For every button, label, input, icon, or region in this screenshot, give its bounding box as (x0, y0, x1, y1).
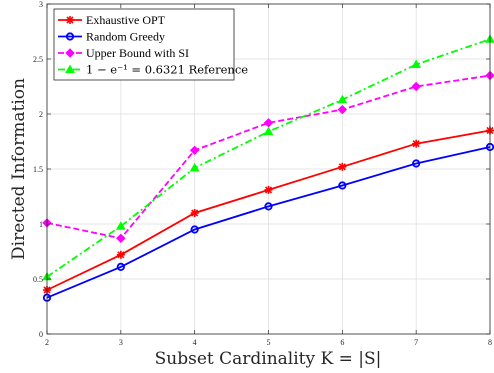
series-1-e-0-6321-reference (42, 34, 494, 281)
x-axis-label: Subset Cardinality K = |S| (155, 349, 382, 369)
data-point-random-greedy (190, 225, 199, 234)
asterisk-stroke (117, 251, 125, 259)
data-point-upper-bound-with-si (411, 81, 421, 92)
data-point-random-greedy (264, 202, 273, 211)
asterisk-stroke (338, 163, 346, 171)
tick-marks (46, 3, 491, 335)
legend-label-upper-bound-with-si: Upper Bound with SI (86, 46, 189, 60)
legend-marker-exhaustive-opt (66, 16, 74, 24)
legend: Exhaustive OPT Random Greedy Upper Bound w… (53, 8, 248, 81)
legend-marker-1-e-0-6321-reference (65, 64, 75, 73)
y-tick-label: 3 (39, 0, 43, 9)
x-tick-labels: 2 3 4 5 6 7 8 (45, 338, 492, 347)
legend-item-exhaustive-opt: Exhaustive OPT (58, 13, 166, 27)
legend-item-random-greedy: Random Greedy (58, 30, 165, 44)
legend-label-exhaustive-opt: Exhaustive OPT (86, 13, 166, 27)
legend-marker-random-greedy (65, 32, 75, 41)
legend-box (53, 8, 235, 81)
legend-label-random-greedy: Random Greedy (86, 30, 165, 44)
x-tick-label: 3 (119, 338, 123, 347)
x-tick-label: 5 (267, 338, 271, 347)
series-upper-bound-with-si (42, 70, 494, 244)
data-point-exhaustive-opt (412, 139, 421, 148)
data-point-1-e-0-6321-reference (337, 94, 348, 104)
y-tick-label: 2.5 (33, 55, 43, 64)
data-point-exhaustive-opt (190, 209, 199, 217)
data-point-1-e-0-6321-reference (411, 59, 422, 68)
data-point-random-greedy (116, 262, 125, 271)
asterisk-stroke (191, 209, 199, 217)
data-point-random-greedy (338, 181, 347, 190)
data-point-upper-bound-with-si (116, 233, 126, 244)
asterisk-stroke (66, 16, 74, 24)
y-axis-label: Directed Information (9, 78, 29, 260)
x-tick-label: 7 (414, 338, 418, 347)
x-tick-label: 6 (340, 338, 344, 347)
data-point-1-e-0-6321-reference (115, 221, 126, 230)
y-tick-label: 1 (39, 220, 43, 229)
series-layer (42, 34, 494, 302)
data-point-exhaustive-opt (338, 162, 347, 171)
grid-lines (47, 4, 490, 334)
legend-item-upper-bound-with-si: Upper Bound with SI (58, 46, 189, 60)
data-point-upper-bound-with-si (337, 104, 348, 115)
y-tick-label: 1.5 (33, 165, 43, 174)
data-point-1-e-0-6321-reference (189, 162, 200, 172)
asterisk-stroke (264, 186, 273, 194)
legend-item-1-e-0-6321-reference: 1 − e⁻¹ = 0.6321 Reference (58, 63, 248, 77)
series-exhaustive-opt (43, 126, 494, 294)
data-point-upper-bound-with-si (189, 145, 200, 156)
series-line-random-greedy (46, 146, 491, 299)
asterisk-stroke (412, 140, 420, 148)
y-tick-label: 0.5 (33, 275, 43, 284)
y-tick-label: 0 (39, 330, 43, 339)
x-tick-label: 8 (488, 338, 492, 347)
y-tick-label: 2 (39, 110, 43, 119)
legend-marker-upper-bound-with-si (65, 48, 75, 58)
data-point-1-e-0-6321-reference (263, 126, 274, 136)
legend-label-1-e-0-6321-reference: 1 − e⁻¹ = 0.6321 Reference (86, 63, 248, 77)
data-point-random-greedy (412, 159, 421, 168)
data-point-exhaustive-opt (264, 185, 273, 194)
x-tick-label: 2 (45, 338, 49, 347)
y-tick-labels: 0 0.5 1 1.5 2 2.5 3 (33, 0, 43, 339)
data-point-exhaustive-opt (116, 250, 125, 259)
x-tick-label: 4 (193, 338, 197, 347)
